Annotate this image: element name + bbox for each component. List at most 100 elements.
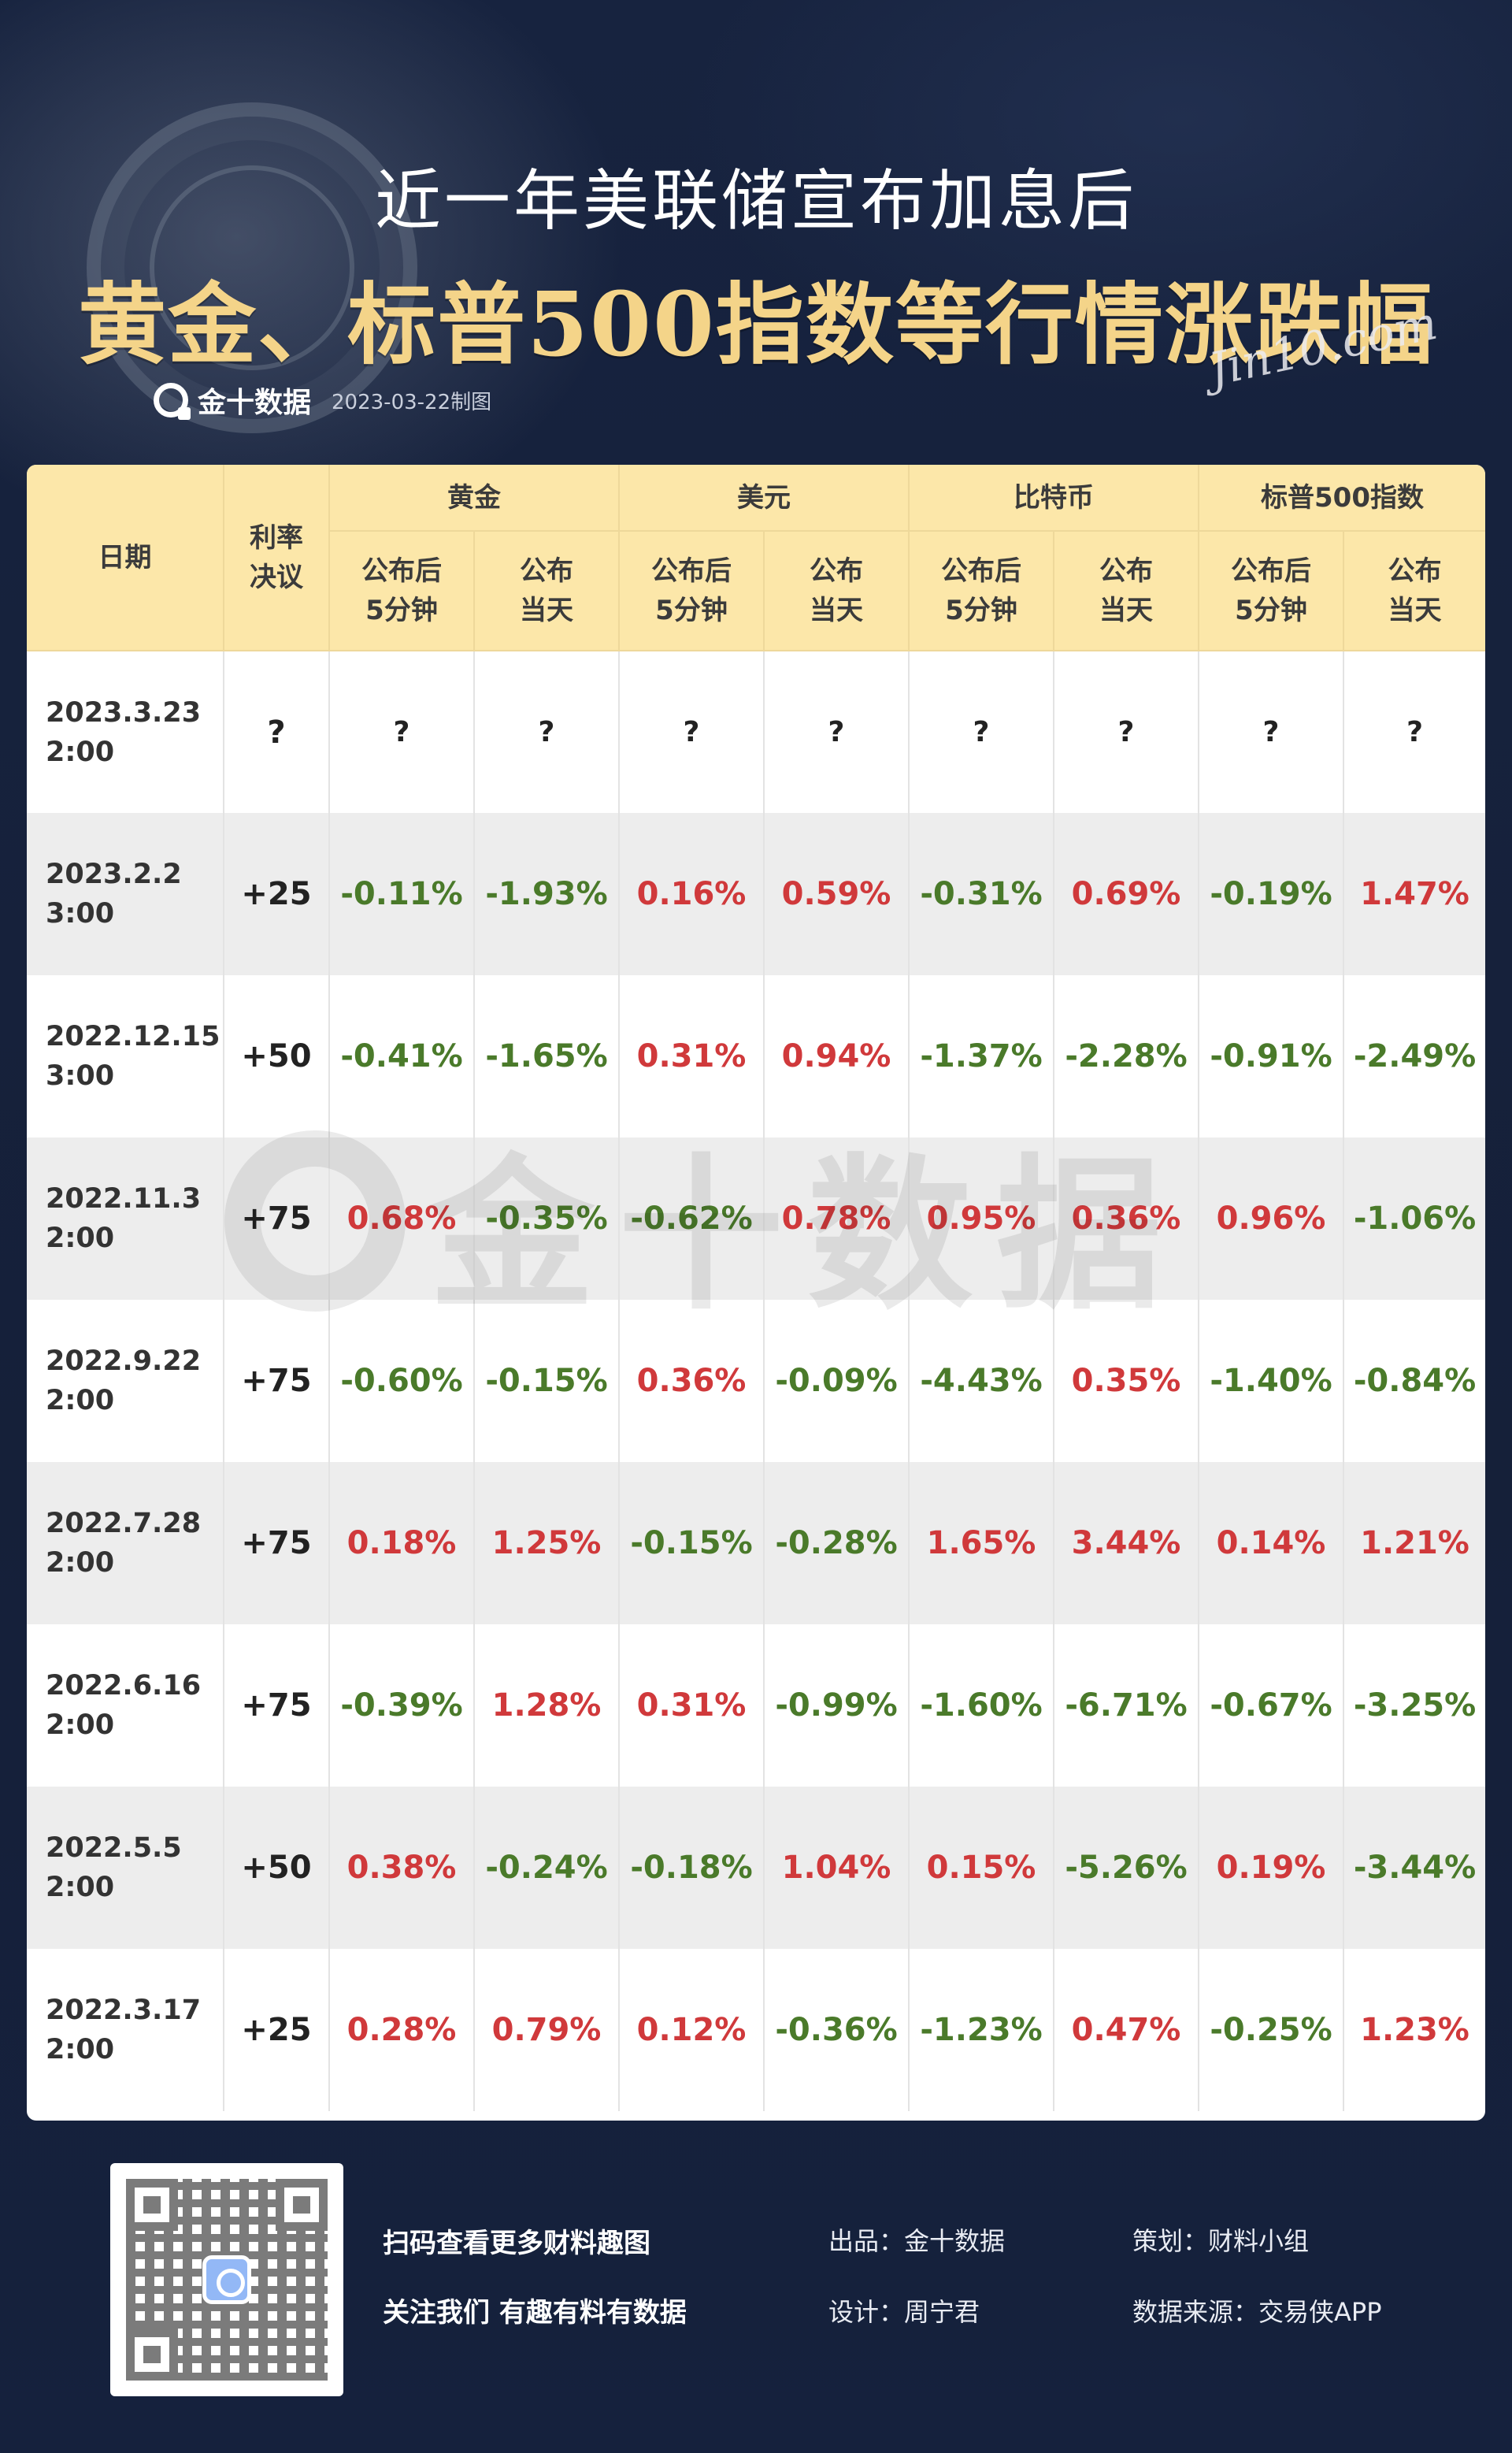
cell-change: 0.18%	[329, 1462, 475, 1624]
table-row: 2022.12.15 3:00 +50 -0.41% -1.65% 0.31% 0.94% -…	[27, 975, 1485, 1137]
table-row: 2022.11.3 2:00 +75 0.68% -0.35% -0.62% 0.78% 0.…	[27, 1137, 1485, 1300]
qr-finder-icon	[126, 2329, 178, 2381]
cell-change: 0.38%	[329, 1787, 475, 1949]
cell-change: -0.31%	[909, 813, 1054, 975]
cell-rate-decision: ?	[224, 651, 330, 813]
header-same-day: 公布 当天	[474, 531, 620, 651]
cell-change: -0.15%	[619, 1462, 765, 1624]
cell-date: 2022.5.5 2:00	[27, 1787, 224, 1949]
cell-date: 2022.3.17 2:00	[27, 1949, 224, 2111]
cell-change: 0.16%	[619, 813, 765, 975]
cell-change: -6.71%	[1054, 1624, 1199, 1787]
page-title-line2: 黄金、标普500指数等行情涨跌幅	[78, 273, 1434, 377]
cell-change: ?	[329, 651, 475, 813]
header-group-sp500: 标普500指数	[1199, 465, 1485, 532]
header-after-5min: 公布后 5分钟	[329, 531, 475, 651]
cell-change: -5.26%	[1054, 1787, 1199, 1949]
cell-change: -0.11%	[329, 813, 475, 975]
cell-change: -0.41%	[329, 975, 475, 1137]
cell-change: ?	[909, 651, 1054, 813]
cell-change: ?	[1199, 651, 1344, 813]
cell-change: -0.36%	[764, 1949, 910, 2111]
cell-change: 3.44%	[1054, 1462, 1199, 1624]
table-row: 2022.7.28 2:00 +75 0.18% 1.25% -0.15% -0.28% 1.…	[27, 1462, 1485, 1624]
cell-rate-decision: +25	[224, 1949, 330, 2111]
data-table-card: 日期 利率 决议 黄金 美元 比特币 标普500指数 公布后 5分钟 公布 当天 公布后 5…	[27, 465, 1485, 2121]
cell-change: -1.23%	[909, 1949, 1054, 2111]
table-row: 2022.6.16 2:00 +75 -0.39% 1.28% 0.31% -0.99% -1…	[27, 1624, 1485, 1787]
qr-center-logo-icon	[202, 2255, 251, 2304]
brand-bar: 金十数据 2023-03-22制图	[154, 377, 491, 424]
header-after-5min: 公布后 5分钟	[619, 531, 765, 651]
cell-change: ?	[1054, 651, 1199, 813]
footer-follow-text: 关注我们 有趣有料有数据	[383, 2297, 687, 2329]
jin10-logo-icon	[154, 383, 191, 420]
cell-rate-decision: +25	[224, 813, 330, 975]
cell-change: -1.37%	[909, 975, 1054, 1137]
cell-change: ?	[764, 651, 910, 813]
cell-rate-decision: +75	[224, 1137, 330, 1300]
cell-change: -0.24%	[474, 1787, 620, 1949]
qr-code[interactable]	[110, 2163, 343, 2396]
cell-change: -3.25%	[1353, 1687, 1477, 1724]
cell-change: 1.04%	[764, 1787, 910, 1949]
cell-rate-decision: +50	[224, 1787, 330, 1949]
cell-date: 2022.11.3 2:00	[27, 1137, 224, 1300]
cell-change: 0.31%	[619, 1624, 765, 1787]
cell-change: 0.94%	[764, 975, 910, 1137]
table-row: 2023.2.2 3:00 +25 -0.11% -1.93% 0.16% 0.59% -0.…	[27, 813, 1485, 975]
cell-change: -4.43%	[909, 1300, 1054, 1462]
cell-change: 0.36%	[1054, 1137, 1199, 1300]
header-same-day: 公布 当天	[1054, 531, 1199, 651]
cell-change: ?	[474, 651, 620, 813]
cell-date: 2022.7.28 2:00	[27, 1462, 224, 1624]
cell-change: -3.44%	[1343, 1787, 1485, 1949]
cell-change: -0.19%	[1199, 813, 1344, 975]
cell-change: 0.69%	[1054, 813, 1199, 975]
cell-change: 0.15%	[909, 1787, 1054, 1949]
cell-change: 0.14%	[1199, 1462, 1344, 1624]
cell-rate-decision: +75	[224, 1462, 330, 1624]
header-same-day: 公布 当天	[764, 531, 910, 651]
header-group-btc: 比特币	[909, 465, 1199, 532]
footer-planner: 策划：财料小组	[1132, 2226, 1310, 2256]
qr-finder-icon	[126, 2179, 178, 2231]
header-same-day: 公布 当天	[1343, 531, 1485, 651]
cell-change: -0.91%	[1199, 975, 1344, 1137]
cell-change: -0.62%	[619, 1137, 765, 1300]
cell-change: -0.09%	[764, 1300, 910, 1462]
cell-change: -0.67%	[1199, 1624, 1344, 1787]
cell-change: ?	[1406, 716, 1423, 748]
cell-change: 0.36%	[619, 1300, 765, 1462]
header-date: 日期	[27, 465, 224, 651]
qr-finder-icon	[276, 2179, 328, 2231]
cell-change: -0.28%	[764, 1462, 910, 1624]
header-group-usd: 美元	[619, 465, 910, 532]
date-note: 2023-03-22制图	[332, 390, 492, 414]
fed-seal-inner	[150, 165, 354, 370]
footer-scan-text: 扫码查看更多财料趣图	[383, 2228, 650, 2259]
cell-change: 0.28%	[329, 1949, 475, 2111]
cell-change: -0.60%	[329, 1300, 475, 1462]
footer-source: 数据来源：交易侠APP	[1132, 2297, 1382, 2327]
footer-producer: 出品：金十数据	[828, 2226, 1006, 2256]
cell-date: 2022.6.16 2:00	[27, 1624, 224, 1787]
table-row: 2022.9.22 2:00 +75 -0.60% -0.15% 0.36% -0.09% -…	[27, 1300, 1485, 1462]
cell-date: 2022.9.22 2:00	[27, 1300, 224, 1462]
cell-change: -0.18%	[619, 1787, 765, 1949]
cell-change: 1.47%	[1343, 813, 1485, 975]
rate-hike-table: 日期 利率 决议 黄金 美元 比特币 标普500指数 公布后 5分钟 公布 当天 公布后 5…	[27, 465, 1485, 2111]
cell-rate-decision: +50	[224, 975, 330, 1137]
cell-change: -1.40%	[1199, 1300, 1344, 1462]
cell-change: -0.84%	[1353, 1363, 1477, 1399]
cell-change: -1.06%	[1343, 1137, 1485, 1300]
brand-name: 金十数据	[198, 387, 312, 419]
cell-change: 0.31%	[619, 975, 765, 1137]
cell-change: 0.96%	[1199, 1137, 1344, 1300]
cell-change: 1.25%	[474, 1462, 620, 1624]
cell-change: -0.99%	[764, 1624, 910, 1787]
cell-change: 1.23%	[1360, 2012, 1469, 2048]
cell-change: -1.93%	[474, 813, 620, 975]
cell-change: 1.21%	[1343, 1462, 1485, 1624]
table-row: 2023.3.23 2:00?????????	[27, 651, 1485, 813]
